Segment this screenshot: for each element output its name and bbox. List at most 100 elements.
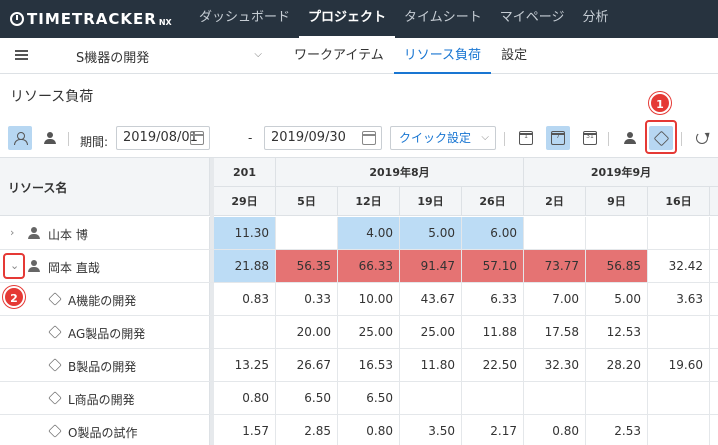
week-header: 12日: [338, 187, 400, 216]
load-cell[interactable]: 43.67: [400, 283, 462, 315]
main-nav: ダッシュボード プロジェクト タイムシート マイページ 分析: [190, 0, 618, 38]
menu-icon[interactable]: [15, 50, 28, 60]
load-cell[interactable]: 22.50: [462, 349, 524, 381]
project-selector[interactable]: S機器の開発 ⌵: [76, 47, 266, 67]
load-cell[interactable]: 2.17: [462, 415, 524, 445]
tab-work-items[interactable]: ワークアイテム: [294, 48, 384, 63]
scale-day-button[interactable]: 1: [514, 126, 538, 150]
load-cell[interactable]: 16.53: [338, 349, 400, 381]
load-cell[interactable]: 1.57: [214, 415, 276, 445]
load-cell[interactable]: 56.85: [586, 250, 648, 282]
load-cell[interactable]: 25.00: [338, 316, 400, 348]
load-cell[interactable]: 3.50: [400, 415, 462, 445]
project-row[interactable]: B製品の開発 13.25 26.67 16.53 11.80 22.50 32.30 28.2…: [0, 349, 718, 382]
nav-timesheet[interactable]: タイムシート: [404, 10, 482, 25]
load-cell[interactable]: [586, 217, 648, 249]
load-cell[interactable]: 6.50: [276, 382, 338, 414]
load-cell[interactable]: 25.00: [400, 316, 462, 348]
tab-settings[interactable]: 設定: [501, 48, 528, 63]
load-cell[interactable]: 32.30: [524, 349, 586, 381]
nav-mypage[interactable]: マイページ: [499, 10, 565, 25]
view-by-user-button[interactable]: [8, 126, 32, 150]
nav-project[interactable]: プロジェクト: [299, 0, 396, 38]
view-by-member-button[interactable]: [38, 126, 62, 150]
load-cell[interactable]: 2.85: [276, 415, 338, 445]
load-cell[interactable]: 57.10: [462, 250, 524, 282]
load-cell[interactable]: 11.88: [462, 316, 524, 348]
load-cell[interactable]: 0.80: [524, 415, 586, 445]
load-cell[interactable]: 26.67: [276, 349, 338, 381]
load-cell[interactable]: 11.80: [400, 349, 462, 381]
resource-row[interactable]: › 山本 博 11.30 4.00 5.00 6.00: [0, 217, 718, 250]
resource-row[interactable]: ⌄ 岡本 直哉 21.88 56.35 66.33 91.47 57.10 73.77 56.8…: [0, 250, 718, 283]
calendar-icon[interactable]: [362, 131, 376, 145]
load-cell[interactable]: 6.33: [462, 283, 524, 315]
load-cell[interactable]: 3.63: [648, 283, 710, 315]
load-cell[interactable]: [524, 217, 586, 249]
load-cell[interactable]: [214, 316, 276, 348]
group-by-user-button[interactable]: [618, 126, 642, 150]
load-cell[interactable]: 28.20: [586, 349, 648, 381]
load-cell[interactable]: 5.00: [586, 283, 648, 315]
week-header: 16日: [648, 187, 710, 216]
load-cell[interactable]: 5.00: [400, 217, 462, 249]
scale-month-button[interactable]: 31: [578, 126, 602, 150]
resource-name-header: リソース名: [0, 158, 210, 216]
load-cell[interactable]: [462, 382, 524, 414]
load-cell[interactable]: 4.00: [338, 217, 400, 249]
group-by-project-button[interactable]: [649, 126, 673, 150]
load-cell[interactable]: 91.47: [400, 250, 462, 282]
load-cell[interactable]: 19.60: [648, 349, 710, 381]
load-cell[interactable]: 2.53: [586, 415, 648, 445]
load-cell[interactable]: 12.53: [586, 316, 648, 348]
load-cell[interactable]: 21.88: [214, 250, 276, 282]
app-logo[interactable]: TIMETRACKER NX: [10, 9, 172, 29]
load-cell[interactable]: 32.42: [648, 250, 710, 282]
project-row[interactable]: L商品の開発 0.80 6.50 6.50: [0, 382, 718, 415]
calendar-week-icon: 7: [551, 131, 565, 145]
project-row[interactable]: O製品の試作 1.57 2.85 0.80 3.50 2.17 0.80 2.53: [0, 415, 718, 445]
pane-splitter[interactable]: [210, 158, 214, 445]
load-cell[interactable]: [400, 382, 462, 414]
load-cell[interactable]: [648, 217, 710, 249]
load-cell[interactable]: 13.25: [214, 349, 276, 381]
load-cell[interactable]: 7.00: [524, 283, 586, 315]
expand-toggle-icon[interactable]: ⌄: [10, 259, 20, 272]
load-cell[interactable]: 66.33: [338, 250, 400, 282]
nav-analysis[interactable]: 分析: [582, 10, 609, 25]
load-cell[interactable]: 56.35: [276, 250, 338, 282]
project-row[interactable]: AG製品の開発 20.00 25.00 25.00 11.88 17.58 12.53: [0, 316, 718, 349]
load-cell[interactable]: 6.00: [462, 217, 524, 249]
load-cell[interactable]: 11.30: [214, 217, 276, 249]
tab-resource-load[interactable]: リソース負荷: [393, 38, 492, 74]
load-cell[interactable]: [276, 217, 338, 249]
expand-toggle-icon[interactable]: ›: [10, 226, 15, 239]
load-cell[interactable]: 73.77: [524, 250, 586, 282]
date-from-field[interactable]: 2019/08/01: [116, 126, 210, 150]
load-cell[interactable]: [648, 382, 710, 414]
load-cell[interactable]: [648, 316, 710, 348]
calendar-icon[interactable]: [190, 131, 204, 145]
refresh-button[interactable]: [690, 126, 714, 150]
scale-week-button[interactable]: 7: [546, 126, 570, 150]
project-row[interactable]: A機能の開発 0.83 0.33 10.00 43.67 6.33 7.00 5.00 3.63: [0, 283, 718, 316]
load-cell[interactable]: [586, 382, 648, 414]
load-cell[interactable]: [524, 382, 586, 414]
load-cell[interactable]: 10.00: [338, 283, 400, 315]
load-cell[interactable]: 0.80: [338, 415, 400, 445]
row-label: ⌄ 岡本 直哉: [0, 250, 210, 282]
load-cell[interactable]: [648, 415, 710, 445]
quick-settings-dropdown[interactable]: クイック設定 ⌵: [390, 126, 496, 150]
load-cell[interactable]: 20.00: [276, 316, 338, 348]
load-cell[interactable]: 17.58: [524, 316, 586, 348]
load-cell[interactable]: 0.83: [214, 283, 276, 315]
highlight-box: [3, 253, 25, 279]
date-to-field[interactable]: 2019/09/30: [264, 126, 382, 150]
nav-dashboard[interactable]: ダッシュボード: [199, 10, 291, 25]
refresh-icon: [696, 132, 708, 144]
divider: [681, 132, 682, 146]
load-cell[interactable]: 0.80: [214, 382, 276, 414]
load-cell[interactable]: 0.33: [276, 283, 338, 315]
load-cell[interactable]: 6.50: [338, 382, 400, 414]
toolbar: 期間: 2019/08/01 - 2019/09/30 クイック設定 ⌵ 1 7…: [0, 122, 718, 154]
